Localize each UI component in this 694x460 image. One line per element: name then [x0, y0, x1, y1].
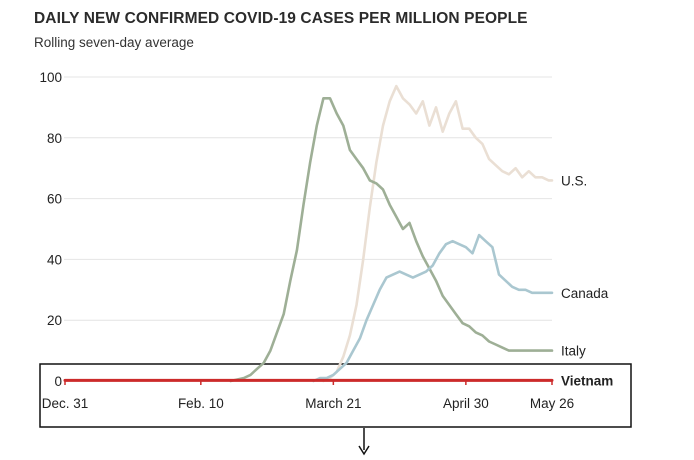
series-line-u-s: [322, 84, 554, 383]
y-tick-label: 40: [47, 252, 62, 267]
series-labels: U.S. Italy Canada Vietnam: [561, 173, 613, 388]
x-axis-ticks: Dec. 31 Feb. 10 March 21 April 30 May 26: [42, 381, 574, 411]
y-tick-label: 80: [47, 131, 62, 146]
y-tick-label: 0: [54, 374, 62, 389]
x-tick-label: April 30: [443, 396, 489, 411]
series-label-u-s: U.S.: [561, 173, 587, 188]
chart-title: DAILY NEW CONFIRMED COVID-19 CASES PER M…: [34, 10, 528, 27]
chart-subtitle: Rolling seven-day average: [34, 35, 194, 50]
x-tick-label: Dec. 31: [42, 396, 89, 411]
highlight-box: [39, 363, 632, 428]
series-lines: [63, 84, 554, 383]
series-line-italy: [229, 97, 554, 383]
x-tick-label: Feb. 10: [178, 396, 224, 411]
series-label-italy: Italy: [561, 344, 586, 359]
series-label-canada: Canada: [561, 286, 609, 301]
x-tick-label: May 26: [530, 396, 574, 411]
y-tick-label: 100: [39, 70, 62, 85]
x-tick-label: March 21: [305, 396, 361, 411]
y-tick-label: 20: [47, 313, 62, 328]
y-tick-label: 60: [47, 192, 62, 207]
series-label-vietnam: Vietnam: [561, 373, 613, 388]
y-axis-ticks: 0 20 40 60 80 100: [39, 70, 62, 389]
annotation-arrow-head: [358, 445, 370, 456]
series-line-canada: [312, 233, 554, 383]
gridlines: [64, 76, 552, 321]
